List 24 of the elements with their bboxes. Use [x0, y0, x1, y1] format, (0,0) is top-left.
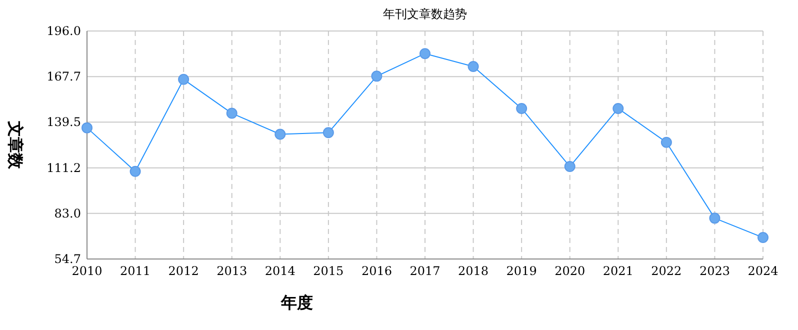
x-tick-label: 2014 — [264, 264, 296, 278]
x-tick-label: 2011 — [120, 264, 151, 278]
x-tick-label: 2022 — [651, 264, 682, 278]
x-tick-label: 2016 — [361, 264, 392, 278]
x-tick-label: 2015 — [313, 264, 344, 278]
x-tick-label: 2020 — [554, 264, 586, 278]
x-tick-label: 2021 — [602, 264, 634, 278]
x-tick-label: 2010 — [72, 264, 102, 278]
x-tick-label: 2024 — [748, 264, 779, 278]
y-tick-label: 83.0 — [54, 206, 81, 220]
y-tick-label: 111.2 — [46, 160, 81, 175]
x-axis-title: 年度 — [280, 293, 313, 312]
x-tick-label: 2018 — [458, 264, 489, 278]
y-tick-label: 196.0 — [46, 24, 81, 38]
y-axis-title: 文章数 — [6, 120, 25, 170]
y-tick-label: 139.5 — [46, 115, 81, 130]
x-tick-label: 2019 — [506, 264, 537, 278]
x-tick-label: 2012 — [168, 264, 199, 278]
y-tick-label: 54.7 — [54, 252, 81, 266]
y-tick-label: 167.7 — [46, 70, 81, 84]
x-tick-label: 2017 — [410, 264, 440, 278]
x-tick-label: 2013 — [216, 264, 248, 278]
chart-title: 年刊文章数趋势 — [383, 7, 467, 21]
x-tick-label: 2023 — [699, 264, 730, 278]
